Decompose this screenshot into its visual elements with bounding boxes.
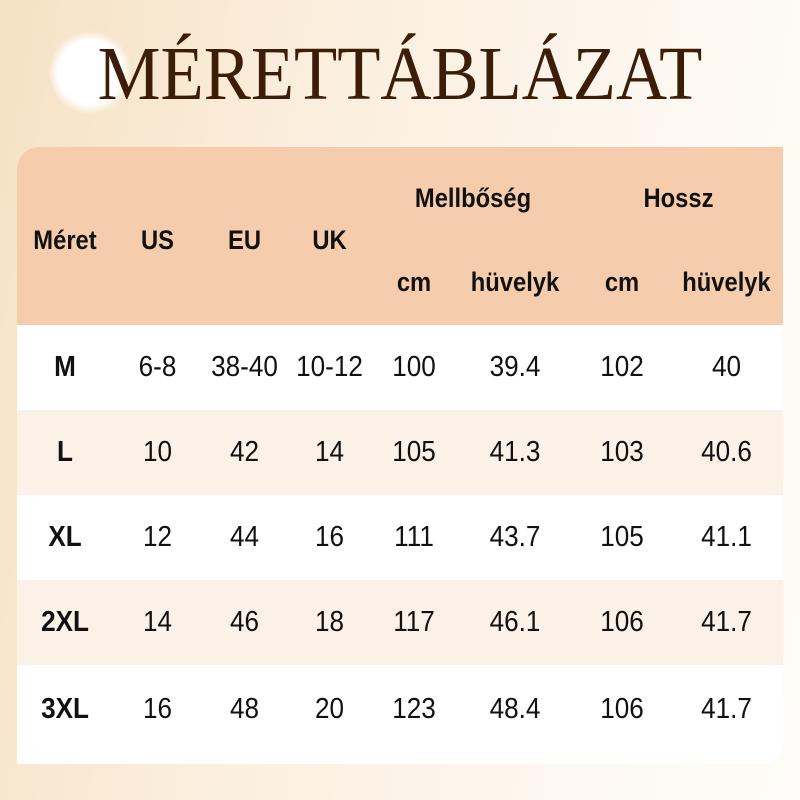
cell-bust-inch: 41.3 xyxy=(489,436,541,468)
cell-uk: 10-12 xyxy=(296,351,363,383)
cell-uk: 20 xyxy=(314,693,345,725)
cell-size: M xyxy=(54,351,76,383)
cell-uk: 16 xyxy=(314,521,345,553)
header-bust-inch: hüvelyk xyxy=(470,267,560,297)
cell-uk: 18 xyxy=(314,606,345,638)
cell-length-inch: 41.7 xyxy=(701,693,752,725)
cell-bust-cm: 105 xyxy=(392,436,436,468)
cell-eu: 38-40 xyxy=(211,351,278,383)
cell-bust-inch: 39.4 xyxy=(489,351,541,383)
header-bust: Mellbőség xyxy=(414,183,532,213)
cell-us: 14 xyxy=(142,606,173,638)
decorative-glow xyxy=(50,30,130,115)
cell-length-cm: 102 xyxy=(600,351,644,383)
cell-length-cm: 105 xyxy=(600,521,644,553)
header-us: US xyxy=(140,225,174,255)
cell-length-inch: 41.7 xyxy=(701,606,752,638)
cell-length-inch: 40 xyxy=(711,351,742,383)
cell-bust-inch: 46.1 xyxy=(489,606,541,638)
cell-bust-inch: 48.4 xyxy=(489,693,541,725)
cell-length-cm: 106 xyxy=(600,606,644,638)
table-row: M 6-8 38-40 10-12 100 39.4 102 40 xyxy=(17,325,783,410)
header-uk: UK xyxy=(312,225,347,255)
cell-eu: 44 xyxy=(229,521,260,553)
cell-bust-cm: 123 xyxy=(392,693,436,725)
cell-us: 16 xyxy=(142,693,173,725)
cell-length-inch: 40.6 xyxy=(701,436,752,468)
cell-bust-inch: 43.7 xyxy=(489,521,541,553)
page-title: MÉRETTÁBLÁZAT xyxy=(97,32,703,116)
table-header: Méret US EU UK Mellbőség Hossz cm hüvely… xyxy=(17,147,783,325)
header-bust-cm: cm xyxy=(396,267,432,297)
cell-eu: 42 xyxy=(229,436,260,468)
cell-size: XL xyxy=(48,521,82,553)
cell-length-inch: 41.1 xyxy=(701,521,752,553)
header-size: Méret xyxy=(33,225,97,255)
table-row: L 10 42 14 105 41.3 103 40.6 xyxy=(17,410,783,495)
cell-length-cm: 106 xyxy=(600,693,644,725)
cell-size: L xyxy=(57,436,73,468)
cell-bust-cm: 100 xyxy=(392,351,436,383)
table-row: XL 12 44 16 111 43.7 105 41.1 xyxy=(17,495,783,580)
cell-uk: 14 xyxy=(314,436,345,468)
table-row: 2XL 14 46 18 117 46.1 106 41.7 xyxy=(17,580,783,665)
header-length-cm: cm xyxy=(604,267,640,297)
header-length: Hossz xyxy=(643,183,714,213)
cell-size: 2XL xyxy=(41,606,89,638)
cell-us: 12 xyxy=(142,521,173,553)
cell-bust-cm: 111 xyxy=(394,521,434,553)
cell-eu: 48 xyxy=(229,693,260,725)
header-length-inch: hüvelyk xyxy=(682,267,771,297)
cell-length-cm: 103 xyxy=(600,436,644,468)
cell-bust-cm: 117 xyxy=(393,606,435,638)
table-row: 3XL 16 48 20 123 48.4 106 41.7 xyxy=(17,665,783,762)
cell-size: 3XL xyxy=(41,693,89,725)
cell-us: 10 xyxy=(142,436,173,468)
header-eu: EU xyxy=(227,225,261,255)
cell-eu: 46 xyxy=(229,606,260,638)
cell-us: 6-8 xyxy=(138,351,177,383)
size-table: Méret US EU UK Mellbőség Hossz cm hüvely… xyxy=(17,147,783,764)
